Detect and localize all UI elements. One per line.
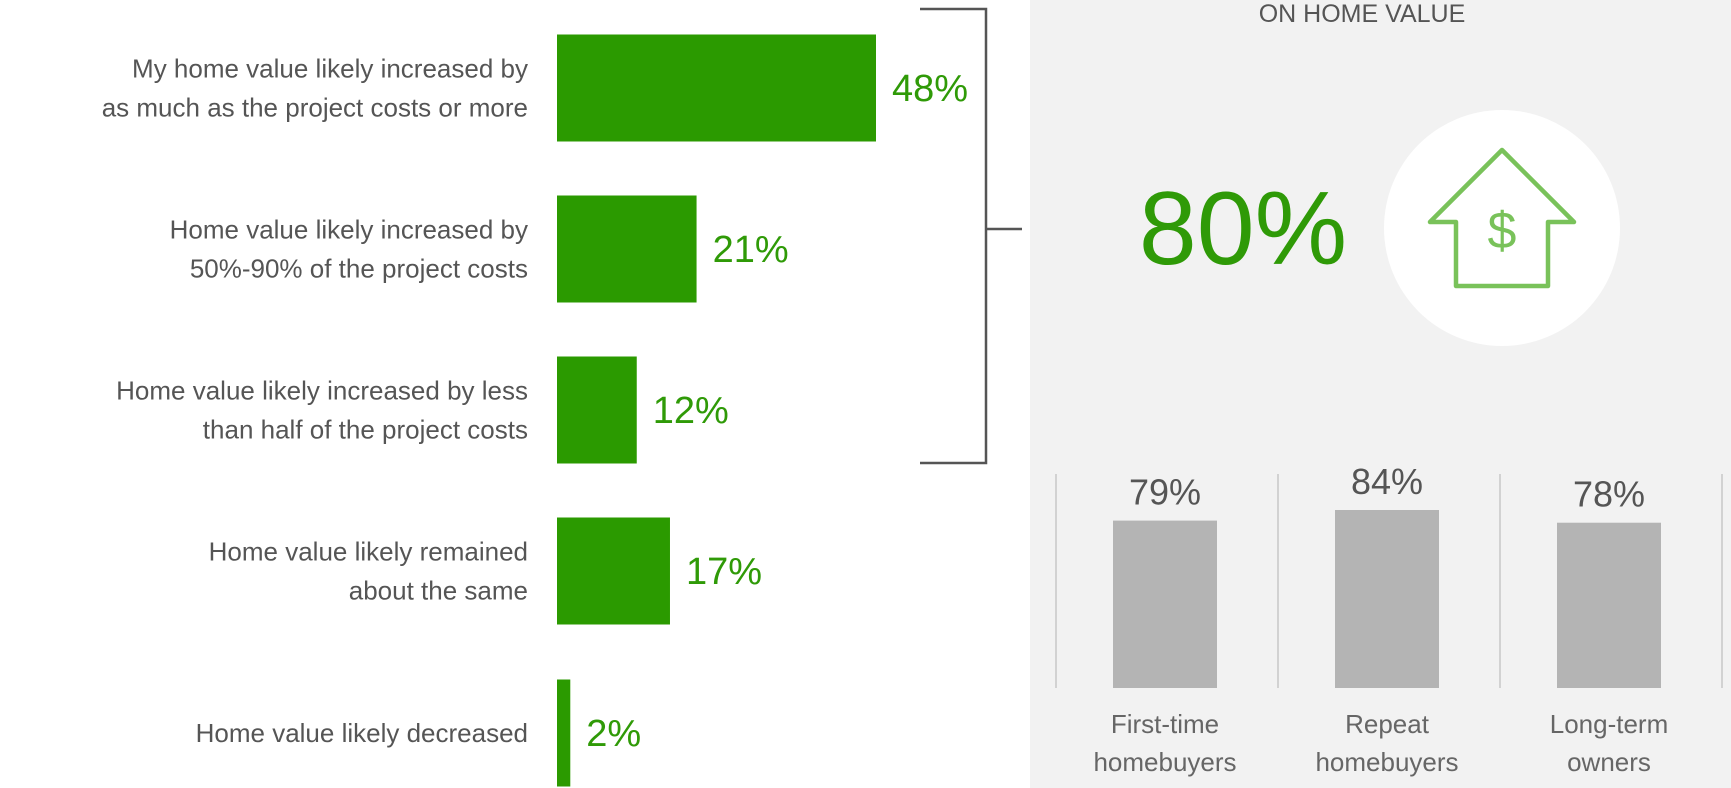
bracket-line [920,7,1022,465]
segment-bar [1335,510,1439,688]
main-bar-value: 21% [713,229,789,271]
segment-bar-label: First-time [1111,709,1219,739]
main-bar-label: about the same [349,576,528,606]
main-bar [557,195,697,303]
segment-bar [1113,520,1217,688]
main-bar-label: My home value likely increased by [132,54,528,84]
main-bar-label: Home value likely decreased [196,718,528,748]
panel-title: ON HOME VALUE [1259,0,1466,28]
segment-bar [1557,522,1661,688]
segment-bar-value: 79% [1129,472,1201,513]
main-bar-chart: 48% My home value likely increased by as m… [102,34,968,787]
main-bar-label: Home value likely remained [209,537,528,567]
main-bar-label: Home value likely increased by [170,215,528,245]
segment-bar-label: homebuyers [1315,747,1458,777]
main-bar [557,34,876,142]
svg-text:$: $ [1488,202,1517,260]
main-bar-label: 50%-90% of the project costs [190,254,528,284]
main-bar-value: 12% [653,390,729,432]
segment-bar-label: Long-term [1550,709,1669,739]
segment-bar-chart: 79% First-time homebuyers 84% Repeat homebuye… [1093,461,1668,777]
segment-bar-label: homebuyers [1093,747,1236,777]
main-bar [557,679,571,787]
main-bar-label: than half of the project costs [203,415,528,445]
segment-bar-label: owners [1567,747,1651,777]
segment-bar-value: 84% [1351,461,1423,502]
segment-bar-value: 78% [1573,474,1645,515]
main-bar-value: 2% [586,713,641,755]
main-bar-label: as much as the project costs or more [102,93,528,123]
segment-bar-label: Repeat [1345,709,1430,739]
main-bar [557,517,670,625]
big-stat-value: 80% [1139,171,1347,287]
main-bar-value: 48% [892,68,968,110]
sub-chart-dividers [1055,474,1723,688]
main-bar [557,356,637,464]
main-bar-value: 17% [686,551,762,593]
house-dollar-icon: $ [1384,110,1620,346]
main-bar-label: Home value likely increased by less [116,376,528,406]
